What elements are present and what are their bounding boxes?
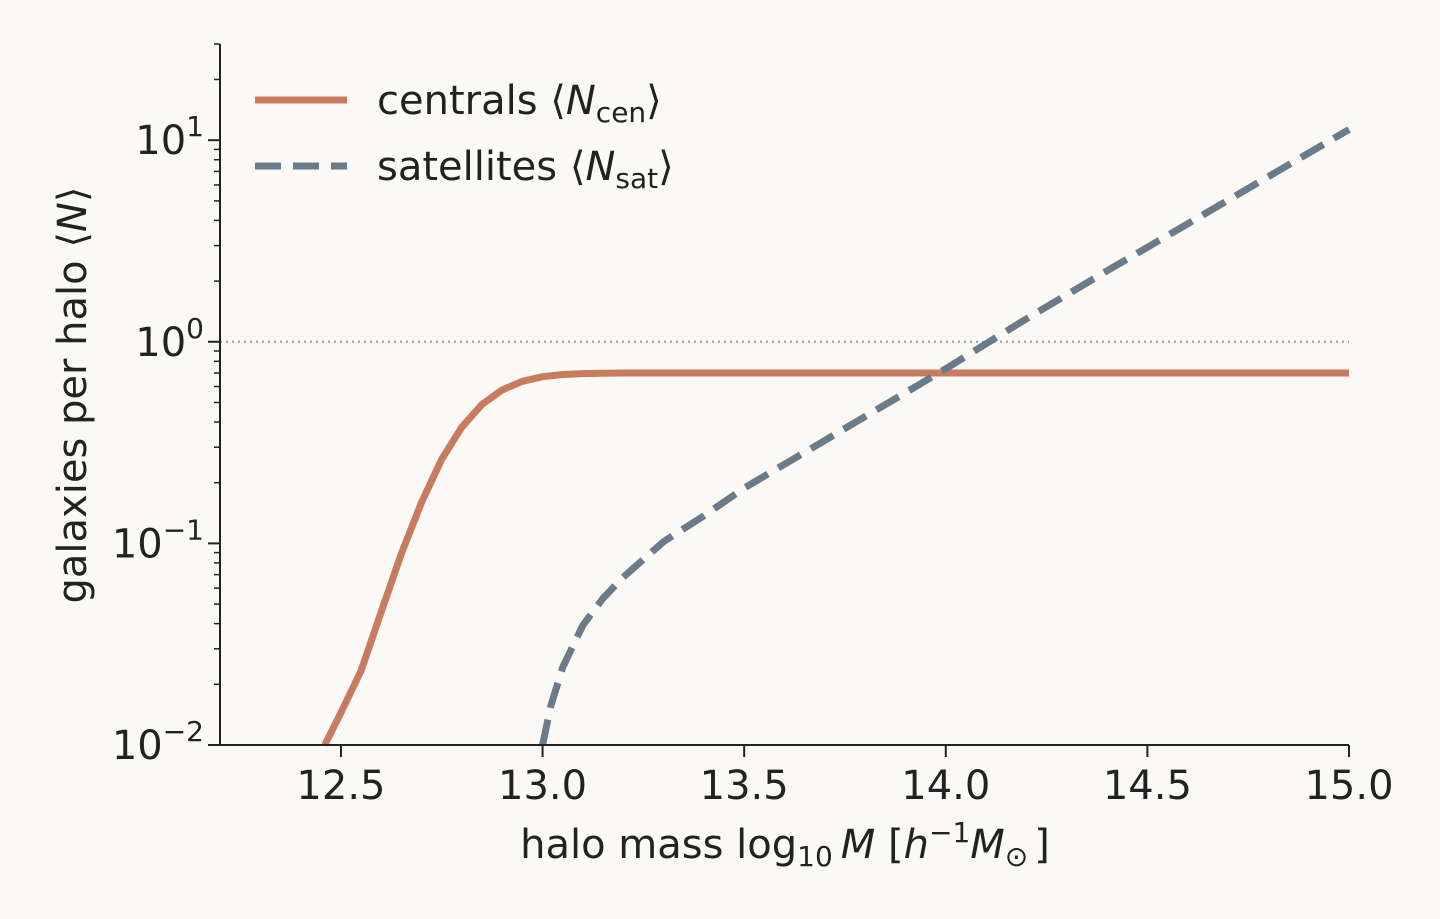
series-line-sat (539, 126, 1351, 746)
series-line-cen (321, 369, 1349, 747)
x-tick-label: 14.5 (1103, 763, 1192, 809)
y-tick-label: 10−1 (112, 513, 204, 567)
series-layer (321, 126, 1351, 747)
axes-layer: 12.5 13.0 13.5 14.0 14.5 15.0 10−2 10−1 100 101 (112, 43, 1394, 809)
legend-label-sat: satellites ⟨Nsat⟩ (377, 144, 674, 195)
x-tick-label: 14.0 (901, 763, 990, 809)
y-tick-label: 10−2 (112, 715, 204, 769)
x-axis-label: halo mass log10 M [h−1M⊙] (520, 816, 1050, 873)
y-axis-label: galaxies per halo ⟨N⟩ (50, 187, 96, 604)
x-tick-label: 12.5 (296, 763, 385, 809)
x-tick-label: 15.0 (1304, 763, 1393, 809)
legend-label-cen: centrals ⟨Ncen⟩ (377, 78, 662, 129)
x-tick-label: 13.0 (498, 763, 587, 809)
y-tick-label: 101 (135, 110, 204, 164)
legend: centrals ⟨Ncen⟩ satellites ⟨Nsat⟩ (255, 78, 674, 195)
y-tick-label: 100 (135, 312, 204, 366)
x-tick-label: 13.5 (700, 763, 789, 809)
